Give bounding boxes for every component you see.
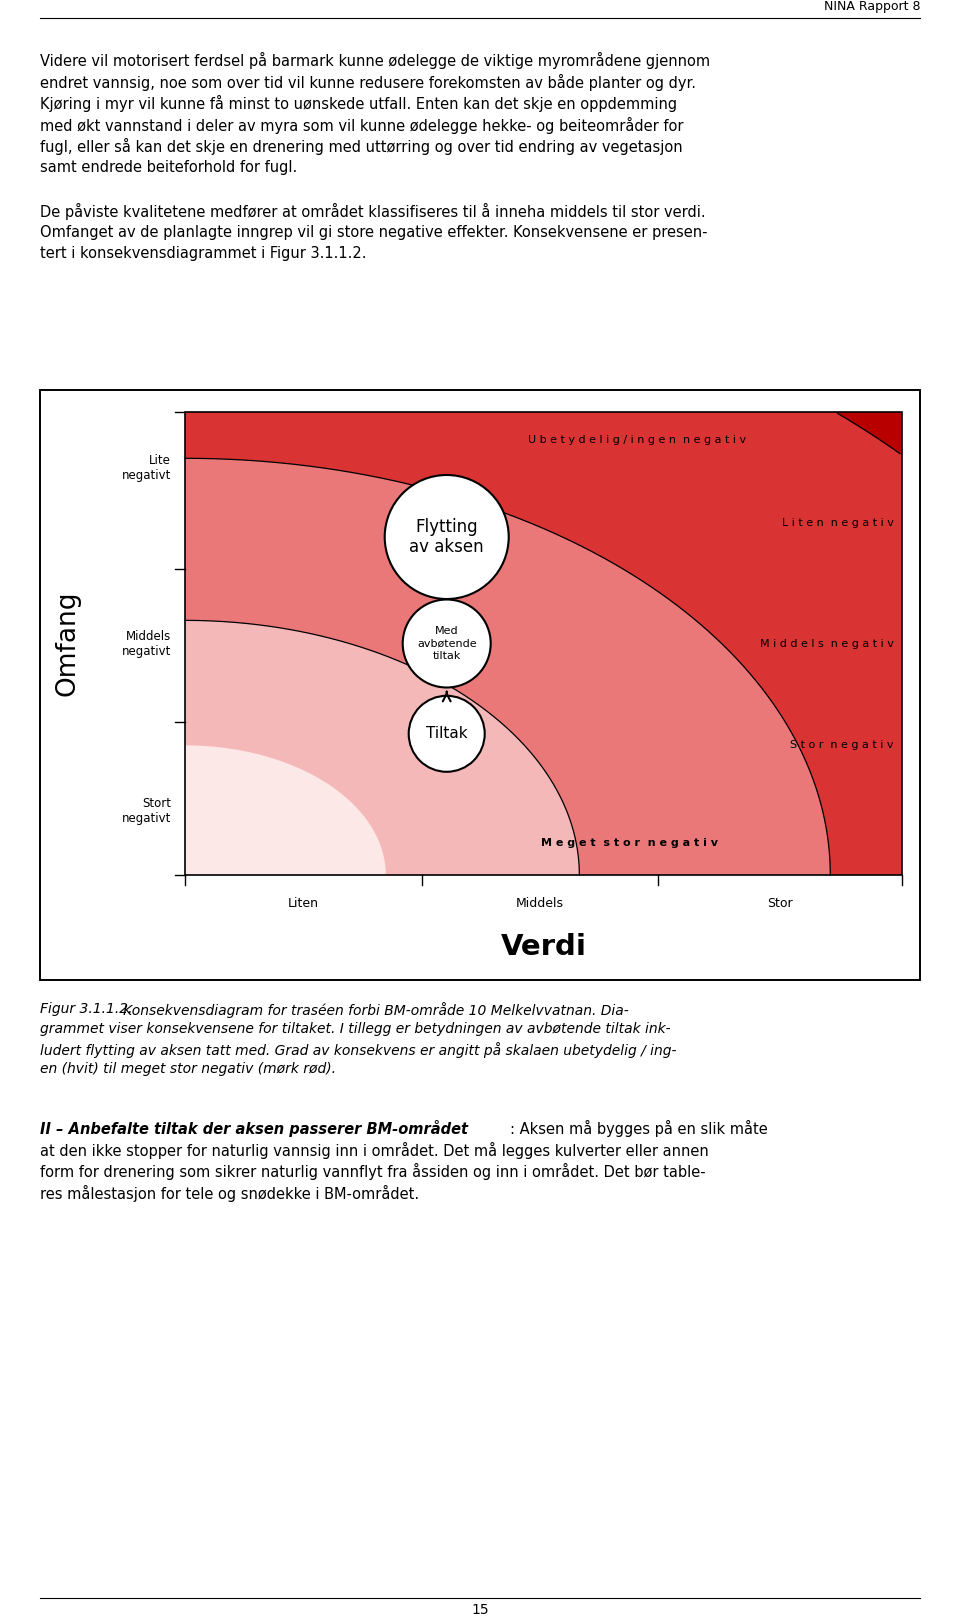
Circle shape <box>409 696 485 772</box>
Text: at den ikke stopper for naturlig vannsig inn i området. Det må legges kulverter : at den ikke stopper for naturlig vannsig… <box>40 1142 708 1158</box>
Text: Omfang: Omfang <box>55 591 81 696</box>
Text: en (hvit) til meget stor negativ (mørk rød).: en (hvit) til meget stor negativ (mørk r… <box>40 1061 336 1076</box>
Circle shape <box>402 600 491 688</box>
Text: M i d d e l s  n e g a t i v: M i d d e l s n e g a t i v <box>760 639 894 649</box>
Text: Med
avbøtende
tiltak: Med avbøtende tiltak <box>417 626 476 662</box>
Bar <box>185 413 902 875</box>
Text: De påviste kvalitetene medfører at området klassifiseres til å inneha middels ti: De påviste kvalitetene medfører at områd… <box>40 202 706 220</box>
Text: Verdi: Verdi <box>500 934 587 961</box>
Text: Flytting
av aksen: Flytting av aksen <box>409 518 484 557</box>
Text: Videre vil motorisert ferdsel på barmark kunne ødelegge de viktige myrområdene g: Videre vil motorisert ferdsel på barmark… <box>40 52 710 70</box>
Text: Kjøring i myr vil kunne få minst to uønskede utfall. Enten kan det skje en oppde: Kjøring i myr vil kunne få minst to uøns… <box>40 95 677 112</box>
Polygon shape <box>185 746 902 875</box>
FancyArrowPatch shape <box>443 693 450 701</box>
Polygon shape <box>185 413 902 875</box>
Text: Stor: Stor <box>767 896 793 909</box>
Polygon shape <box>185 620 902 875</box>
Polygon shape <box>185 458 902 875</box>
Circle shape <box>385 476 509 599</box>
Text: Tiltak: Tiltak <box>426 726 468 741</box>
Text: form for drenering som sikrer naturlig vannflyt fra åssiden og inn i området. De: form for drenering som sikrer naturlig v… <box>40 1163 706 1180</box>
Text: negativt: negativt <box>122 812 171 825</box>
Text: samt endrede beiteforhold for fugl.: samt endrede beiteforhold for fugl. <box>40 160 298 175</box>
Text: Lite: Lite <box>149 455 171 468</box>
Text: S t o r  n e g a t i v: S t o r n e g a t i v <box>790 741 894 751</box>
Text: med økt vannstand i deler av myra som vil kunne ødelegge hekke- og beiteområder : med økt vannstand i deler av myra som vi… <box>40 116 684 134</box>
Text: M e g e t  s t o r  n e g a t i v: M e g e t s t o r n e g a t i v <box>541 838 718 848</box>
Text: Liten: Liten <box>288 896 319 909</box>
Text: NINA Rapport 8: NINA Rapport 8 <box>824 0 920 13</box>
Text: Middels: Middels <box>126 629 171 642</box>
Text: II – Anbefalte tiltak der aksen passerer BM-området: II – Anbefalte tiltak der aksen passerer… <box>40 1120 468 1137</box>
Text: Konsekvensdiagram for traséen forbi BM-område 10 Melkelvvatnan. Dia-: Konsekvensdiagram for traséen forbi BM-o… <box>110 1002 629 1018</box>
Text: res målestasjon for tele og snødekke i BM-området.: res målestasjon for tele og snødekke i B… <box>40 1184 420 1202</box>
Text: negativt: negativt <box>122 469 171 482</box>
Text: endret vannsig, noe som over tid vil kunne redusere forekomsten av både planter : endret vannsig, noe som over tid vil kun… <box>40 73 696 91</box>
Text: negativt: negativt <box>122 646 171 659</box>
Bar <box>40 390 920 981</box>
Text: Figur 3.1.1.2.: Figur 3.1.1.2. <box>40 1002 132 1016</box>
Text: fugl, eller så kan det skje en drenering med uttørring og over tid endring av ve: fugl, eller så kan det skje en drenering… <box>40 138 683 155</box>
Text: 15: 15 <box>471 1603 489 1616</box>
Text: U b e t y d e l i g / i n g e n  n e g a t i v: U b e t y d e l i g / i n g e n n e g a … <box>528 435 746 445</box>
Text: L i t e n  n e g a t i v: L i t e n n e g a t i v <box>782 518 894 527</box>
Text: Omfanget av de planlagte inngrep vil gi store negative effekter. Konsekvensene e: Omfanget av de planlagte inngrep vil gi … <box>40 225 708 239</box>
Bar <box>40 390 920 981</box>
Bar <box>185 413 902 875</box>
Text: grammet viser konsekvensene for tiltaket. I tillegg er betydningen av avbøtende : grammet viser konsekvensene for tiltaket… <box>40 1023 671 1036</box>
Text: Stort: Stort <box>142 796 171 809</box>
Polygon shape <box>185 413 902 875</box>
Text: ludert flytting av aksen tatt med. Grad av konsekvens er angitt på skalaen ubety: ludert flytting av aksen tatt med. Grad … <box>40 1042 677 1058</box>
Text: Middels: Middels <box>516 896 564 909</box>
Text: : Aksen må bygges på en slik måte: : Aksen må bygges på en slik måte <box>510 1120 768 1137</box>
Text: tert i konsekvensdiagrammet i Figur 3.1.1.2.: tert i konsekvensdiagrammet i Figur 3.1.… <box>40 246 367 260</box>
